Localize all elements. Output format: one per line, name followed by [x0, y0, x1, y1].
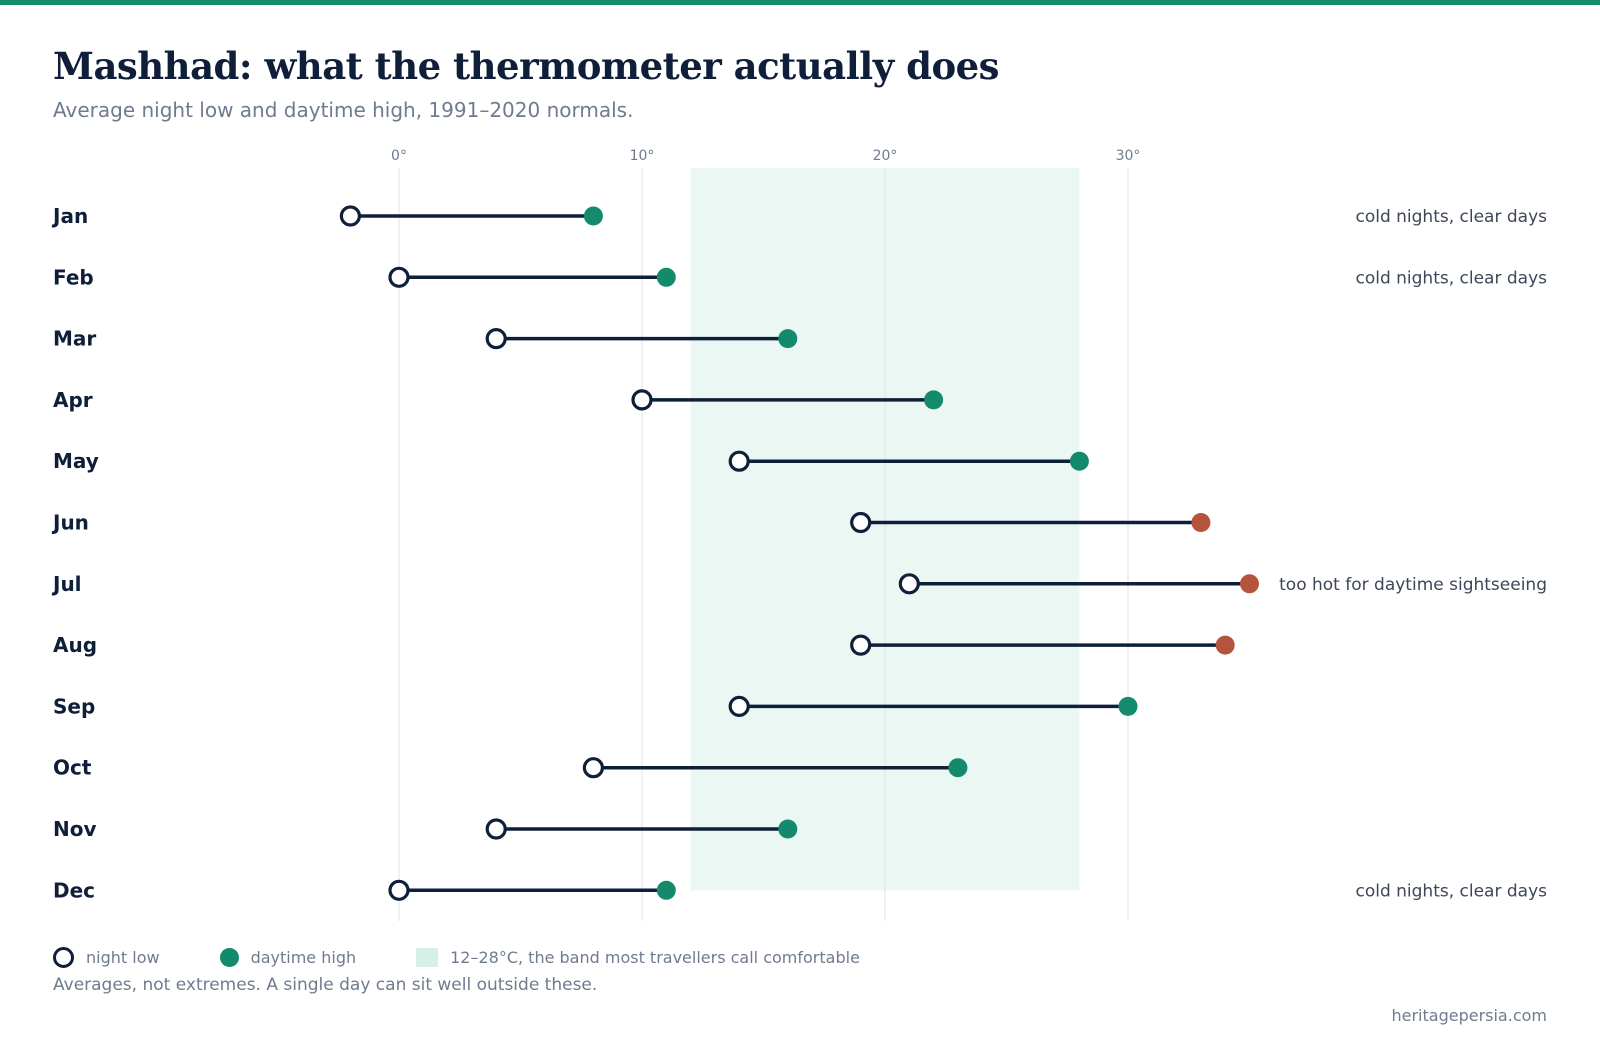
low-point	[388, 266, 410, 288]
row-annotation: cold nights, clear days	[1355, 268, 1547, 288]
x-tick-label: 0°	[391, 148, 407, 164]
month-label: Sep	[53, 694, 95, 718]
source-credit: heritagepersia.com	[1391, 1006, 1547, 1025]
high-point	[778, 329, 798, 349]
month-label: Apr	[53, 388, 93, 412]
x-tick-label: 30°	[1116, 148, 1141, 164]
month-label: May	[53, 449, 99, 473]
high-point	[656, 267, 676, 287]
high-point	[1240, 574, 1259, 594]
low-point	[582, 757, 605, 779]
high-point	[656, 880, 676, 900]
high-point	[924, 390, 944, 410]
low-point	[631, 389, 653, 411]
high-point	[583, 206, 603, 226]
row-annotation: cold nights, clear days	[1355, 207, 1547, 227]
month-label: Jul	[51, 572, 82, 596]
month-label: Dec	[53, 878, 95, 902]
legend-item-high: daytime high	[219, 947, 357, 967]
high-point	[1069, 451, 1089, 471]
low-point	[388, 879, 410, 901]
high-point	[1118, 696, 1138, 716]
high-point	[778, 819, 798, 839]
month-label: Feb	[53, 265, 94, 289]
page-title: Mashhad: what the thermometer actually d…	[53, 44, 1000, 88]
low-point	[728, 695, 750, 718]
legend-low-label: night low	[86, 947, 160, 967]
low-point	[339, 205, 361, 227]
legend-high-label: daytime high	[250, 947, 357, 967]
month-label: Jun	[51, 511, 89, 535]
row-annotation: too hot for daytime sightseeing	[1279, 575, 1547, 595]
page-subtitle: Average night low and daytime high, 1991…	[53, 98, 634, 122]
low-point	[728, 450, 750, 472]
comfort-band-swatch-icon	[416, 947, 439, 967]
top-accent-bar	[0, 0, 1600, 5]
month-label: Oct	[53, 756, 92, 780]
footnote-caveat: Averages, not extremes. A single day can…	[53, 975, 598, 995]
month-label: Nov	[53, 817, 97, 841]
night-low-swatch-icon	[53, 946, 74, 968]
legend: night low daytime high 12–28°C, the band…	[53, 945, 860, 969]
month-label: Mar	[53, 327, 96, 351]
low-point	[485, 328, 507, 350]
month-label: Aug	[53, 633, 97, 657]
temperature-dumbbell-chart: 0° 10° 20° 30° Jan cold nights, clear days Feb…	[51, 148, 1547, 921]
low-point	[850, 511, 872, 534]
x-tick-label: 10°	[630, 148, 655, 164]
low-point	[850, 634, 872, 656]
legend-band-label: 12–28°C, the band most travellers call c…	[450, 947, 860, 967]
row-annotation: cold nights, clear days	[1355, 881, 1547, 901]
month-label: Jan	[51, 204, 88, 228]
x-tick-label: 20°	[873, 148, 898, 164]
legend-item-low: night low	[53, 946, 160, 968]
high-point	[1191, 513, 1211, 532]
legend-item-band: 12–28°C, the band most travellers call c…	[416, 947, 860, 967]
high-point	[948, 758, 968, 778]
low-point	[898, 573, 920, 595]
high-point	[1215, 635, 1235, 655]
daytime-high-swatch-icon	[219, 947, 239, 967]
low-point	[485, 818, 507, 840]
